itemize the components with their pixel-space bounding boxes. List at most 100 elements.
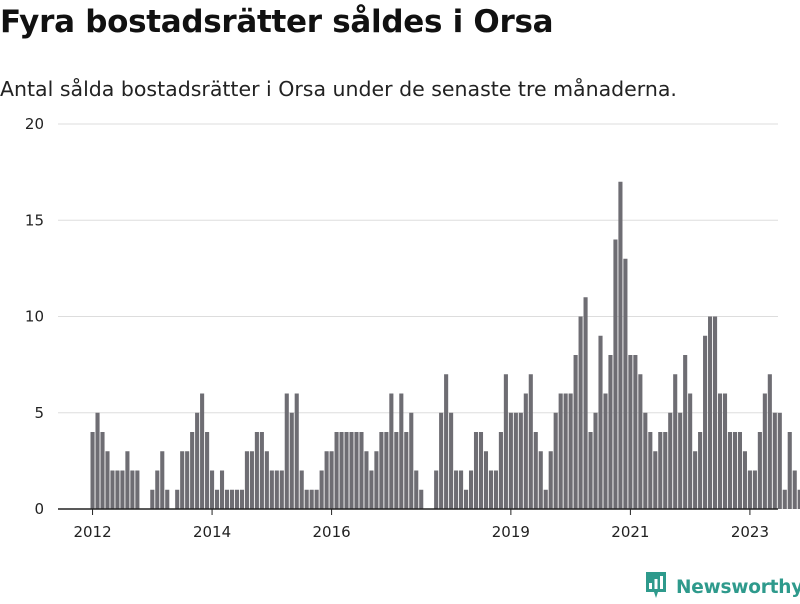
bar (454, 471, 458, 510)
bar (459, 471, 463, 510)
gridlines (58, 124, 778, 413)
bar (469, 471, 473, 510)
bar (474, 432, 478, 509)
newsworthy-brand: Newsworthy (644, 570, 800, 604)
axes (58, 509, 800, 515)
bar (593, 413, 597, 509)
bar (763, 394, 767, 510)
bar (514, 413, 518, 509)
bar (733, 432, 737, 509)
bar (439, 413, 443, 509)
bar (275, 471, 279, 510)
bar (414, 471, 418, 510)
bar (618, 182, 622, 509)
bar (589, 432, 593, 509)
brand-name: Newsworthy (676, 577, 800, 598)
bar (434, 471, 438, 510)
bar (265, 451, 269, 509)
bar (379, 432, 383, 509)
bar (484, 451, 488, 509)
bar (374, 451, 378, 509)
bar (240, 490, 244, 509)
bar (549, 451, 553, 509)
y-tick-label-20: 20 (25, 115, 44, 133)
bar (215, 490, 219, 509)
bar (738, 432, 742, 509)
y-tick-label-15: 15 (25, 211, 44, 229)
bar (768, 374, 772, 509)
bar (504, 374, 508, 509)
x-tick-label-2019: 2019 (492, 523, 530, 541)
bar (623, 259, 627, 509)
bar (703, 336, 707, 509)
bar (554, 413, 558, 509)
bar (643, 413, 647, 509)
bar (534, 432, 538, 509)
bar (638, 374, 642, 509)
bar (185, 451, 189, 509)
bar (773, 413, 777, 509)
bar (175, 490, 179, 509)
bar (788, 432, 792, 509)
bar (165, 490, 169, 509)
bar (195, 413, 199, 509)
bar (658, 432, 662, 509)
bar (160, 451, 164, 509)
bar (325, 451, 329, 509)
bar (708, 317, 712, 510)
bar (250, 451, 254, 509)
bar (753, 471, 757, 510)
bar (743, 451, 747, 509)
bar (648, 432, 652, 509)
bar (678, 413, 682, 509)
bar (340, 432, 344, 509)
bar (529, 374, 533, 509)
x-tick-label-2012: 2012 (73, 523, 111, 541)
bar (349, 432, 353, 509)
bar (544, 490, 548, 509)
y-tick-label-0: 0 (34, 500, 44, 518)
bar (295, 394, 299, 510)
bar (91, 432, 95, 509)
bar (539, 451, 543, 509)
bar (310, 490, 314, 509)
bar (509, 413, 513, 509)
bar (778, 413, 782, 509)
bar (598, 336, 602, 509)
bar (608, 355, 612, 509)
bar (384, 432, 388, 509)
bar (354, 432, 358, 509)
bar (633, 355, 637, 509)
bar (489, 471, 493, 510)
bar (559, 394, 563, 510)
bar (574, 355, 578, 509)
bar (290, 413, 294, 509)
bar (320, 471, 324, 510)
bar (285, 394, 289, 510)
bar (105, 451, 109, 509)
bar (305, 490, 309, 509)
bar (409, 413, 413, 509)
bar (394, 432, 398, 509)
bar (404, 432, 408, 509)
bar (210, 471, 214, 510)
bar (235, 490, 239, 509)
bar (723, 394, 727, 510)
bar (369, 471, 373, 510)
bar (364, 451, 368, 509)
bar (673, 374, 677, 509)
bar (100, 432, 104, 509)
bar (713, 317, 717, 510)
bar (225, 490, 229, 509)
bar (220, 471, 224, 510)
bar (330, 451, 334, 509)
bar (135, 471, 139, 510)
bar (683, 355, 687, 509)
bar (494, 471, 498, 510)
bar (270, 471, 274, 510)
bar (579, 317, 583, 510)
bar (155, 471, 159, 510)
bar (200, 394, 204, 510)
bar (125, 451, 129, 509)
bar (300, 471, 304, 510)
